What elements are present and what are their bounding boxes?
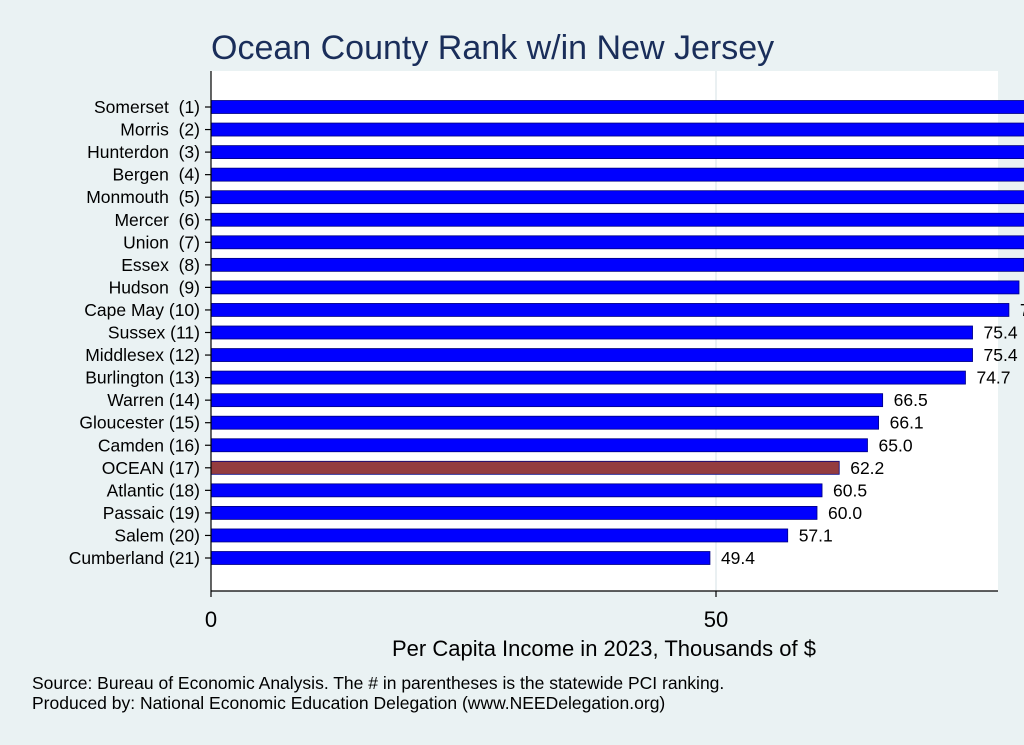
value-label: 65.0 [879, 435, 913, 455]
value-label: 74.7 [976, 368, 1010, 388]
value-label: 49.4 [721, 548, 755, 568]
value-label: 62.2 [850, 458, 884, 478]
bar [210, 370, 966, 385]
bar [210, 235, 1024, 250]
category-label: Camden (16) [98, 435, 200, 455]
bar [210, 325, 973, 340]
value-label: 66.1 [890, 413, 924, 433]
bar [210, 145, 1024, 160]
category-label: Bergen (4) [112, 165, 200, 185]
x-tick-label: 50 [704, 607, 728, 632]
bar [210, 415, 880, 430]
bar [210, 167, 1024, 182]
category-label: Salem (20) [114, 525, 200, 545]
bar [210, 280, 1020, 295]
producer-note: Produced by: National Economic Education… [32, 693, 666, 713]
bar [210, 190, 1024, 205]
category-label: Cumberland (21) [69, 548, 200, 568]
value-label: 75.4 [984, 345, 1018, 365]
category-label: Morris (2) [120, 120, 200, 140]
category-label: Middlesex (12) [85, 345, 200, 365]
category-label: Passaic (19) [103, 503, 200, 523]
bar [210, 551, 711, 565]
category-label: Sussex (11) [108, 323, 200, 343]
x-tick-label: 0 [205, 607, 217, 632]
category-label: Cape May (10) [84, 300, 200, 320]
x-axis-label: Per Capita Income in 2023, Thousands of … [392, 636, 816, 661]
category-label: OCEAN (17) [102, 458, 200, 478]
category-label: Gloucester (15) [79, 413, 200, 433]
bar [210, 505, 818, 520]
bar [210, 460, 840, 475]
category-label: Burlington (13) [85, 368, 200, 388]
bar [210, 303, 1010, 317]
value-label: 60.5 [833, 480, 867, 500]
bar [210, 122, 1024, 137]
category-label: Hudson (9) [109, 277, 200, 297]
bar [210, 348, 973, 362]
category-label: Monmouth (5) [86, 187, 200, 207]
value-label: 75.4 [984, 323, 1018, 343]
bar [210, 257, 1024, 272]
bar [210, 483, 823, 498]
category-label: Hunterdon (3) [87, 142, 200, 162]
value-label: 79.0 [1020, 300, 1024, 320]
category-label: Essex (8) [121, 255, 200, 275]
category-label: Atlantic (18) [107, 480, 200, 500]
bar [210, 393, 884, 408]
bar [210, 528, 789, 543]
category-label: Mercer (6) [114, 210, 200, 230]
category-label: Union (7) [123, 232, 200, 252]
category-label: Somerset (1) [94, 97, 200, 117]
value-label: 60.0 [828, 503, 862, 523]
value-label: 66.5 [894, 390, 928, 410]
bar [210, 212, 1024, 227]
bar [210, 438, 868, 453]
category-label: Warren (14) [107, 390, 200, 410]
bar [210, 100, 1024, 114]
source-note: Source: Bureau of Economic Analysis. The… [32, 673, 725, 693]
value-label: 57.1 [799, 525, 833, 545]
chart-title: Ocean County Rank w/in New Jersey [211, 29, 774, 67]
